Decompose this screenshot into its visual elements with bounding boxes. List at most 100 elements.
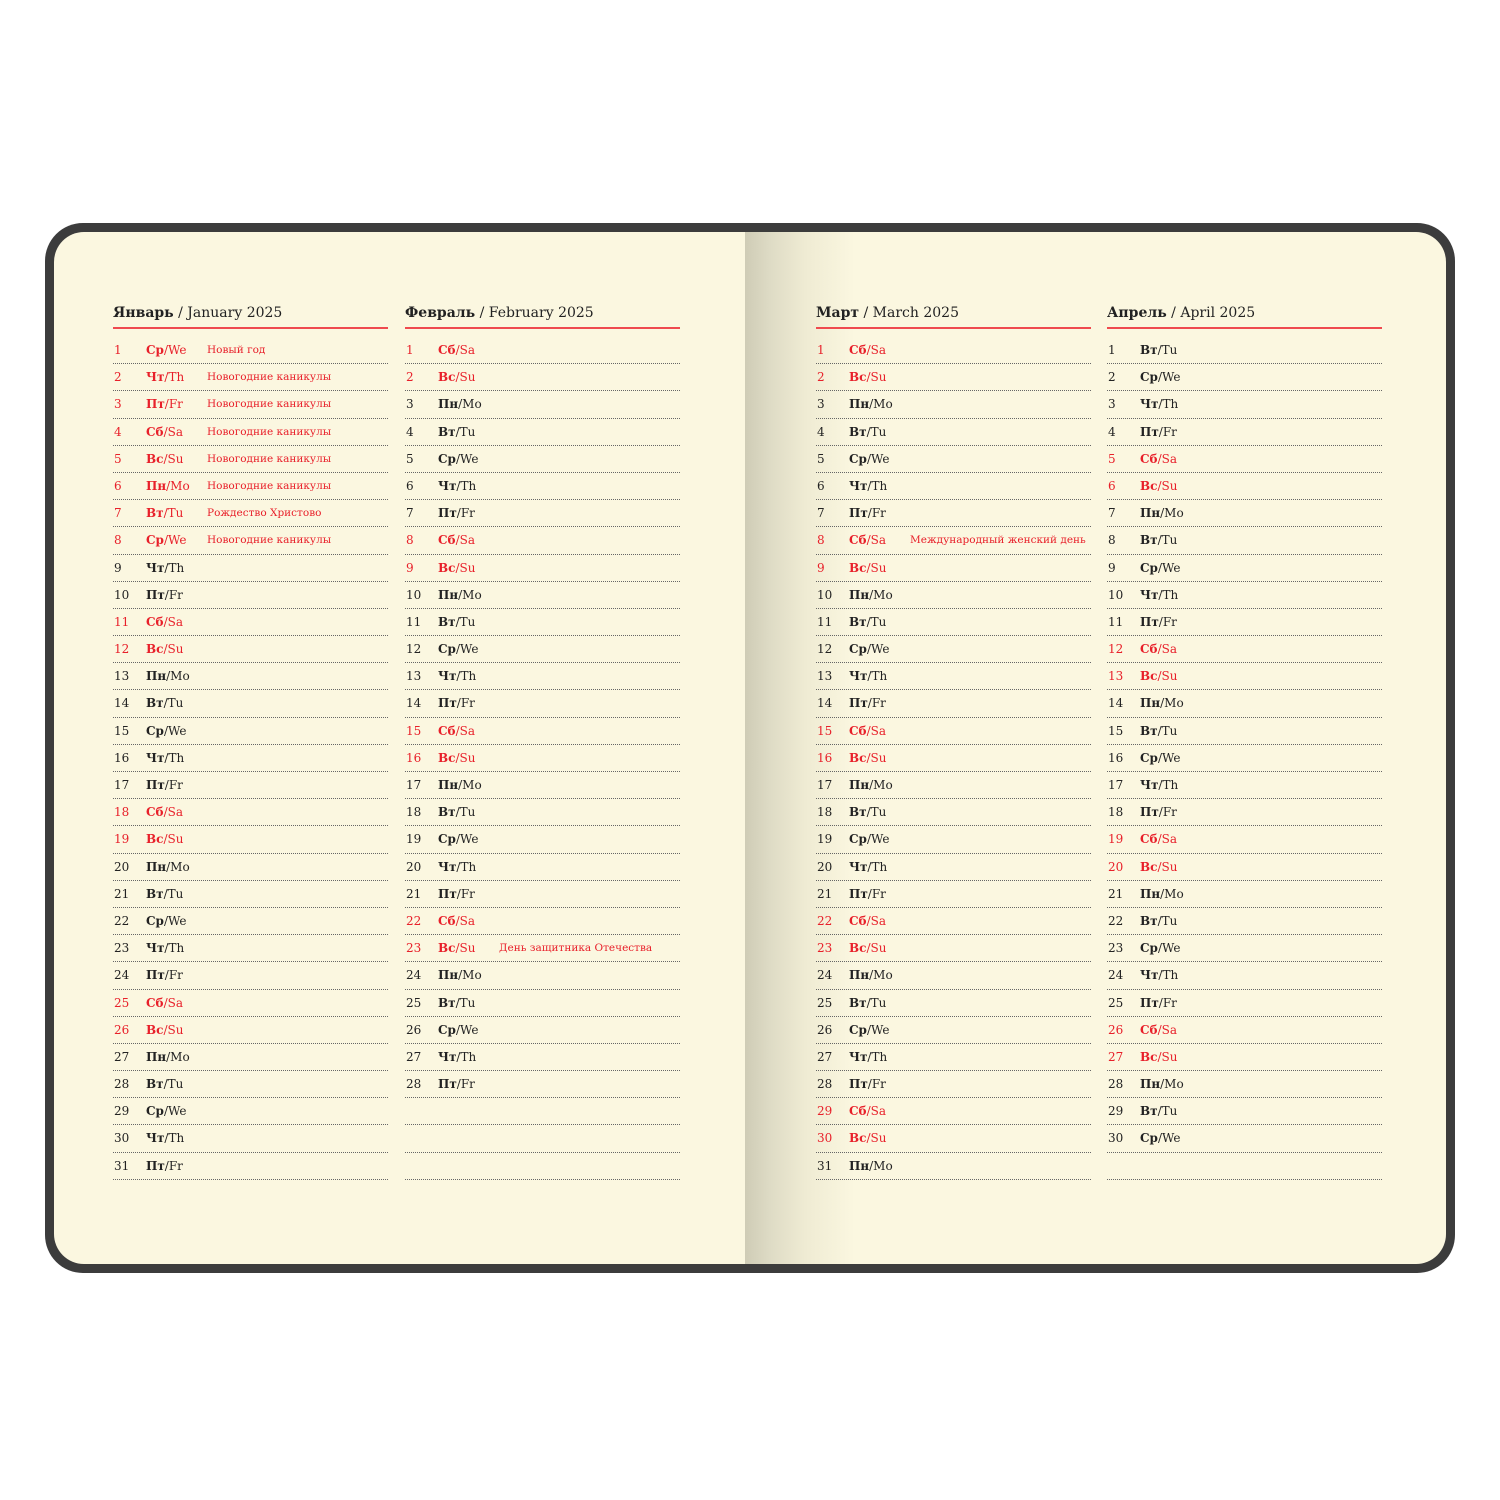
day-row[interactable]: 20 Чт/Th xyxy=(816,854,1091,881)
day-row[interactable]: 12 Ср/We xyxy=(405,636,680,664)
day-row[interactable]: 25 Вт/Tu xyxy=(816,990,1091,1017)
day-row[interactable]: 20 Вс/Su xyxy=(1107,854,1382,881)
day-row[interactable]: 31 Пн/Mo xyxy=(816,1153,1091,1180)
empty-row[interactable] xyxy=(405,1153,680,1180)
day-row[interactable]: 8 Вт/Tu xyxy=(1107,527,1382,555)
day-row[interactable]: 16 Вс/Su xyxy=(816,745,1091,772)
day-row[interactable]: 24 Пн/Mo xyxy=(405,962,680,990)
day-row[interactable]: 12 Вс/Su xyxy=(113,636,388,664)
day-row[interactable]: 26 Ср/We xyxy=(816,1017,1091,1044)
day-row[interactable]: 28 Вт/Tu xyxy=(113,1071,388,1099)
day-row[interactable]: 29 Ср/We xyxy=(113,1098,388,1126)
day-row[interactable]: 26 Ср/We xyxy=(405,1017,680,1044)
day-row[interactable]: 28 Пт/Fr xyxy=(405,1071,680,1099)
day-row[interactable]: 21 Пн/Mo xyxy=(1107,881,1382,908)
day-row[interactable]: 4 Вт/Tu xyxy=(816,419,1091,446)
day-row[interactable]: 10 Пн/Mo xyxy=(816,582,1091,609)
day-row[interactable]: 24 Пн/Mo xyxy=(816,962,1091,990)
day-row[interactable]: 5 Ср/We xyxy=(405,446,680,473)
day-row[interactable]: 30 Чт/Th xyxy=(113,1125,388,1153)
day-row[interactable]: 13 Чт/Th xyxy=(816,663,1091,691)
day-row[interactable]: 9 Чт/Th xyxy=(113,555,388,582)
day-row[interactable]: 13 Чт/Th xyxy=(405,663,680,691)
day-row[interactable]: 5 Ср/We xyxy=(816,446,1091,473)
day-row[interactable]: 12 Сб/Sa xyxy=(1107,636,1382,664)
day-row[interactable]: 24 Чт/Th xyxy=(1107,962,1382,990)
day-row[interactable]: 4 Пт/Fr xyxy=(1107,419,1382,446)
day-row[interactable]: 10 Пн/Mo xyxy=(405,582,680,609)
day-row[interactable]: 2 Вс/Su xyxy=(816,364,1091,392)
day-row[interactable]: 18 Вт/Tu xyxy=(405,799,680,827)
day-row[interactable]: 19 Ср/We xyxy=(405,826,680,854)
day-row[interactable]: 11 Вт/Tu xyxy=(405,609,680,637)
day-row[interactable]: 30 Ср/We xyxy=(1107,1125,1382,1153)
day-row[interactable]: 22 Сб/Sa xyxy=(816,908,1091,936)
day-row[interactable]: 18 Сб/Sa xyxy=(113,799,388,827)
day-row[interactable]: 3 Пн/Mo xyxy=(405,391,680,419)
day-row[interactable]: 7 Пн/Mo xyxy=(1107,500,1382,528)
day-row[interactable]: 13 Вс/Su xyxy=(1107,663,1382,691)
day-row[interactable]: 30 Вс/Su xyxy=(816,1125,1091,1153)
day-row[interactable]: 19 Сб/Sa xyxy=(1107,826,1382,854)
day-row[interactable]: 20 Пн/Mo xyxy=(113,854,388,881)
day-row[interactable]: 9 Вс/Su xyxy=(405,555,680,582)
day-row[interactable]: 31 Пт/Fr xyxy=(113,1153,388,1180)
empty-row[interactable] xyxy=(1107,1153,1382,1180)
day-row[interactable]: 6 Чт/Th xyxy=(816,473,1091,501)
day-row[interactable]: 16 Чт/Th xyxy=(113,745,388,772)
day-row[interactable]: 15 Ср/We xyxy=(113,718,388,745)
day-row[interactable]: 6 Пн/Mo Новогодние каникулы xyxy=(113,473,388,501)
day-row[interactable]: 2 Чт/Th Новогодние каникулы xyxy=(113,364,388,392)
day-row[interactable]: 9 Вс/Su xyxy=(816,555,1091,582)
day-row[interactable]: 3 Чт/Th xyxy=(1107,391,1382,419)
day-row[interactable]: 27 Вс/Su xyxy=(1107,1044,1382,1072)
day-row[interactable]: 29 Вт/Tu xyxy=(1107,1098,1382,1126)
day-row[interactable]: 24 Пт/Fr xyxy=(113,962,388,990)
day-row[interactable]: 11 Вт/Tu xyxy=(816,609,1091,637)
day-row[interactable]: 28 Пт/Fr xyxy=(816,1071,1091,1099)
day-row[interactable]: 12 Ср/We xyxy=(816,636,1091,664)
day-row[interactable]: 20 Чт/Th xyxy=(405,854,680,881)
day-row[interactable]: 7 Пт/Fr xyxy=(816,500,1091,528)
day-row[interactable]: 21 Пт/Fr xyxy=(816,881,1091,908)
day-row[interactable]: 3 Пт/Fr Новогодние каникулы xyxy=(113,391,388,419)
day-row[interactable]: 15 Вт/Tu xyxy=(1107,718,1382,745)
day-row[interactable]: 10 Чт/Th xyxy=(1107,582,1382,609)
day-row[interactable]: 18 Пт/Fr xyxy=(1107,799,1382,827)
day-row[interactable]: 23 Вс/Su xyxy=(816,935,1091,963)
day-row[interactable]: 25 Вт/Tu xyxy=(405,990,680,1017)
day-row[interactable]: 17 Пт/Fr xyxy=(113,772,388,800)
day-row[interactable]: 23 Ср/We xyxy=(1107,935,1382,963)
day-row[interactable]: 5 Вс/Su Новогодние каникулы xyxy=(113,446,388,473)
day-row[interactable]: 21 Вт/Tu xyxy=(113,881,388,908)
day-row[interactable]: 15 Сб/Sa xyxy=(816,718,1091,745)
day-row[interactable]: 18 Вт/Tu xyxy=(816,799,1091,827)
day-row[interactable]: 23 Чт/Th xyxy=(113,935,388,963)
day-row[interactable]: 14 Пт/Fr xyxy=(816,690,1091,718)
day-row[interactable]: 1 Сб/Sa xyxy=(405,337,680,365)
day-row[interactable]: 5 Сб/Sa xyxy=(1107,446,1382,473)
day-row[interactable]: 6 Вс/Su xyxy=(1107,473,1382,501)
day-row[interactable]: 14 Пн/Mo xyxy=(1107,690,1382,718)
day-row[interactable]: 6 Чт/Th xyxy=(405,473,680,501)
empty-row[interactable] xyxy=(405,1098,680,1126)
day-row[interactable]: 17 Пн/Mo xyxy=(816,772,1091,800)
day-row[interactable]: 2 Вс/Su xyxy=(405,364,680,392)
day-row[interactable]: 27 Чт/Th xyxy=(405,1044,680,1072)
day-row[interactable]: 25 Сб/Sa xyxy=(113,990,388,1017)
day-row[interactable]: 25 Пт/Fr xyxy=(1107,990,1382,1017)
day-row[interactable]: 13 Пн/Mo xyxy=(113,663,388,691)
day-row[interactable]: 26 Вс/Su xyxy=(113,1017,388,1044)
day-row[interactable]: 11 Сб/Sa xyxy=(113,609,388,637)
day-row[interactable]: 27 Пн/Mo xyxy=(113,1044,388,1072)
day-row[interactable]: 16 Вс/Su xyxy=(405,745,680,772)
day-row[interactable]: 22 Ср/We xyxy=(113,908,388,936)
day-row[interactable]: 1 Сб/Sa xyxy=(816,337,1091,365)
day-row[interactable]: 19 Ср/We xyxy=(816,826,1091,854)
day-row[interactable]: 26 Сб/Sa xyxy=(1107,1017,1382,1044)
day-row[interactable]: 15 Сб/Sa xyxy=(405,718,680,745)
day-row[interactable]: 14 Пт/Fr xyxy=(405,690,680,718)
day-row[interactable]: 17 Чт/Th xyxy=(1107,772,1382,800)
day-row[interactable]: 17 Пн/Mo xyxy=(405,772,680,800)
day-row[interactable]: 28 Пн/Mo xyxy=(1107,1071,1382,1099)
